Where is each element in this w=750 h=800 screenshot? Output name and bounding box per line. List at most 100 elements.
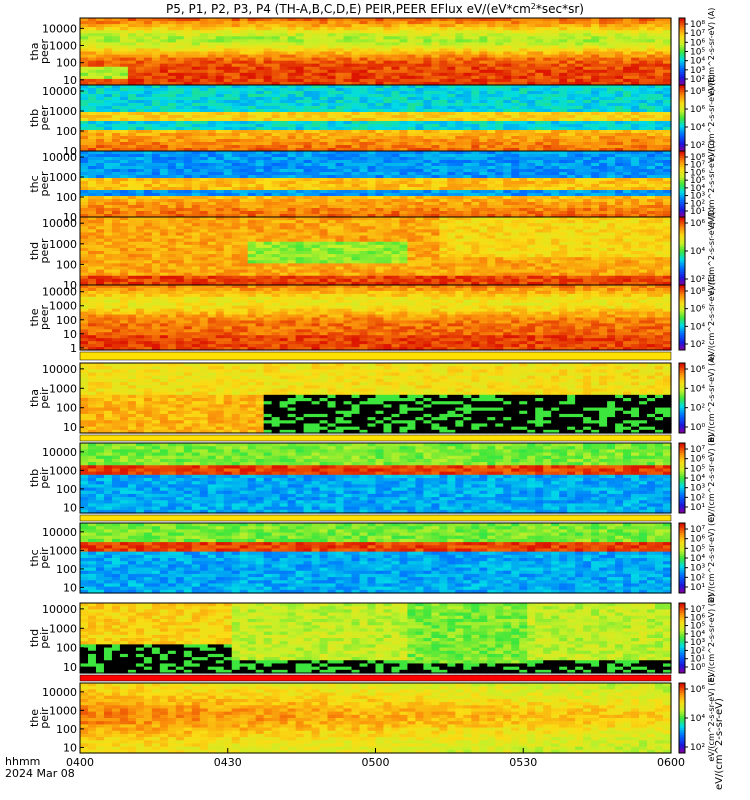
heatmap-cell (359, 75, 369, 80)
heatmap-cell (519, 48, 528, 53)
heatmap-cell (135, 160, 145, 164)
heatmap-cell (343, 51, 353, 56)
heatmap-cell (199, 139, 209, 143)
heatmap-cell (527, 208, 536, 212)
heatmap-cell (447, 18, 456, 22)
heatmap-cell (455, 75, 464, 80)
heatmap-cell (399, 151, 409, 155)
heatmap-cell (591, 109, 600, 113)
heatmap-cell (231, 142, 241, 146)
heatmap-cell (391, 45, 401, 50)
heatmap-cell (543, 18, 552, 22)
heatmap-cell (271, 72, 281, 77)
heatmap-cell (80, 151, 89, 155)
heatmap-cell (503, 103, 512, 107)
heatmap-cell (80, 121, 89, 125)
heatmap-cell (655, 48, 664, 53)
heatmap-cell (263, 72, 273, 77)
heatmap-cell (543, 151, 552, 155)
heatmap-cell (487, 202, 496, 206)
heatmap-cell (319, 78, 329, 83)
heatmap-cell (399, 91, 409, 95)
heatmap-cell (263, 27, 273, 31)
heatmap-cell (167, 30, 177, 34)
heatmap-cell (295, 163, 305, 167)
heatmap-cell (519, 160, 528, 164)
heatmap-cell (599, 48, 608, 53)
heatmap-cell (271, 57, 281, 62)
heatmap-cell (239, 51, 249, 56)
heatmap-cell (615, 169, 624, 173)
heatmap-cell (215, 205, 225, 209)
heatmap-cell (95, 202, 105, 206)
heatmap-cell (199, 205, 209, 209)
heatmap-cell (559, 109, 568, 113)
heatmap-cell (311, 175, 321, 179)
heatmap-cell (207, 72, 217, 77)
heatmap-cell (247, 169, 257, 173)
heatmap-cell (471, 85, 480, 89)
heatmap-cell (543, 21, 552, 25)
heatmap-cell (495, 151, 504, 155)
heatmap-cell (295, 63, 305, 68)
heatmap-cell (615, 33, 624, 37)
heatmap-cell (87, 39, 97, 43)
heatmap-cell (119, 121, 129, 125)
heatmap-cell (95, 184, 105, 188)
heatmap-cell (103, 78, 113, 83)
heatmap-cell (311, 106, 321, 110)
heatmap-cell (151, 63, 161, 68)
heatmap-cell (455, 118, 464, 122)
heatmap-cell (311, 109, 321, 113)
heatmap-cell (431, 124, 440, 128)
heatmap-cell (335, 154, 345, 158)
heatmap-cell (399, 33, 409, 37)
heatmap-cell (335, 136, 345, 140)
heatmap-cell (591, 136, 600, 140)
heatmap-cell (567, 97, 576, 101)
heatmap-cell (431, 69, 440, 74)
heatmap-cell (247, 202, 257, 206)
heatmap-cell (127, 33, 137, 37)
heatmap-cell (111, 57, 121, 62)
heatmap-cell (567, 190, 576, 194)
heatmap-cell (335, 166, 345, 170)
heatmap-cell (167, 172, 177, 176)
heatmap-cell (119, 139, 129, 143)
heatmap-cell (143, 169, 153, 173)
heatmap-cell (591, 160, 600, 164)
heatmap-cell (431, 72, 440, 77)
heatmap-cell (663, 202, 672, 206)
heatmap-cell (95, 91, 105, 95)
heatmap-cell (287, 205, 297, 209)
heatmap-cell (623, 91, 632, 95)
heatmap-cell (327, 24, 337, 28)
heatmap-cell (271, 69, 281, 74)
heatmap-cell (559, 145, 568, 149)
heatmap-cell (343, 45, 353, 50)
heatmap-cell (119, 100, 129, 104)
heatmap-cell (263, 151, 273, 155)
heatmap-cell (167, 112, 177, 116)
heatmap-cell (199, 187, 209, 191)
heatmap-cell (407, 51, 417, 56)
heatmap-cell (263, 18, 273, 22)
heatmap-cell (567, 214, 576, 218)
heatmap-cell (567, 163, 576, 167)
heatmap-cell (383, 48, 393, 53)
heatmap-cell (255, 145, 265, 149)
heatmap-cell (623, 30, 632, 34)
heatmap-cell (223, 202, 233, 206)
heatmap-cell (591, 72, 600, 77)
heatmap-cell (487, 151, 496, 155)
heatmap-cell (175, 100, 185, 104)
heatmap-cell (535, 136, 544, 140)
heatmap-cell (503, 60, 512, 65)
heatmap-cell (631, 54, 640, 59)
heatmap-cell (519, 69, 528, 74)
heatmap-cell (615, 60, 624, 65)
heatmap-cell (575, 166, 584, 170)
heatmap-cell (583, 72, 592, 77)
heatmap-cell (615, 75, 624, 80)
heatmap-cell (183, 30, 193, 34)
